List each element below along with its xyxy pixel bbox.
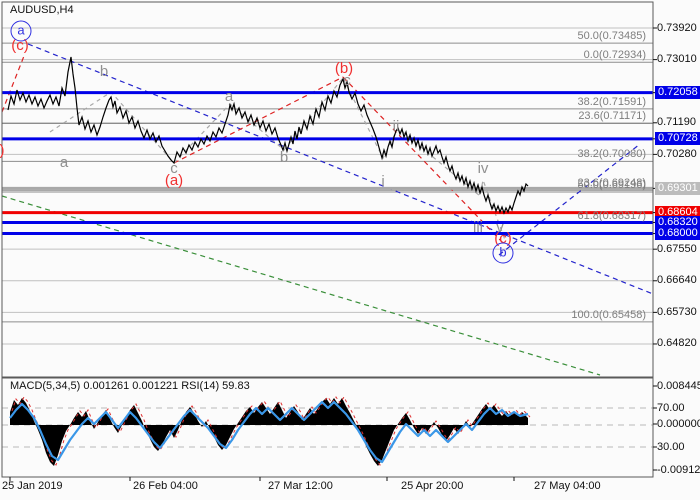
circled-wave-label: a xyxy=(10,20,32,42)
time-axis-label: 25 Jan 2019 xyxy=(2,480,63,492)
time-axis-label: 27 Mar 12:00 xyxy=(268,480,333,492)
trendline xyxy=(173,77,344,164)
price-axis-label: 0.70280 xyxy=(657,147,697,160)
trendline xyxy=(1,55,25,113)
price-axis-label: 0.66640 xyxy=(657,274,697,287)
fib-level-label: 100.0(0.65458) xyxy=(571,308,646,321)
fib-level-label: 50.0(0.69196) xyxy=(577,179,647,192)
wave-label: b xyxy=(279,149,289,166)
fib-level-label: 38.2(0.70080) xyxy=(577,148,647,161)
wave-label: ii xyxy=(392,118,400,135)
price-axis-label: 0.65730 xyxy=(657,305,697,318)
fib-level-label: 50.0(0.73485) xyxy=(577,30,647,43)
price-axis-label: 0.71190 xyxy=(657,116,696,129)
wave-label: c xyxy=(170,160,178,177)
trendline xyxy=(342,77,506,241)
macd-indicator-header: MACD(5,34,5) 0.001261 0.001221 RSI(14) 5… xyxy=(10,380,250,392)
price-line xyxy=(7,56,529,215)
fib-level-label: 23.6(0.71171) xyxy=(578,110,646,123)
trendline xyxy=(173,76,344,164)
time-axis-label: 25 Apr 20:00 xyxy=(401,480,464,492)
wave-label: iv xyxy=(477,160,489,177)
wave-label: (a) xyxy=(164,172,184,189)
price-axis-label: 0.73920 xyxy=(657,21,697,34)
trendline xyxy=(27,43,654,295)
price-axis-label: 0.73010 xyxy=(657,53,697,66)
macd-axis-label: 30.00 xyxy=(657,440,685,453)
macd-axis-label: 70.00 xyxy=(657,401,685,414)
macd-axis-label: 0.008445 xyxy=(657,379,700,392)
time-axis-label: 27 May 04:00 xyxy=(534,480,601,492)
price-axis-label: 0.69301 xyxy=(655,181,700,195)
price-axis-label: 0.70728 xyxy=(655,132,700,146)
price-axis-label: 0.68604 xyxy=(655,206,700,220)
price-axis-label: 0.68000 xyxy=(655,227,700,241)
wave-label: i xyxy=(381,173,385,190)
macd-pane xyxy=(2,378,653,477)
price-axis-label: 0.68320 xyxy=(655,215,700,229)
wave-label: ) xyxy=(0,142,5,159)
fib-level-label: 38.2(0.71591) xyxy=(577,95,647,108)
fib-level-label: 0.0(0.72934) xyxy=(583,49,646,62)
macd-pane-border xyxy=(1,377,654,478)
price-axis-label: 0.64820 xyxy=(657,337,697,350)
wave-label: (b) xyxy=(334,60,354,77)
macd-axis-label: 0.000000 xyxy=(657,417,700,430)
wave-label: c xyxy=(343,72,351,89)
trendline xyxy=(342,76,505,245)
time-axis-label: 26 Feb 04:00 xyxy=(133,480,198,492)
wave-label: (c) xyxy=(494,230,512,247)
wave-label: v xyxy=(496,219,504,236)
trendline xyxy=(498,143,641,256)
wave-label: iii xyxy=(473,219,483,236)
wave-label: a xyxy=(224,88,234,105)
wave-label: (c) xyxy=(11,37,29,54)
price-axis-label: 0.67550 xyxy=(657,242,697,255)
wave-label: a xyxy=(59,154,69,171)
symbol-timeframe-label: AUDUSD,H4 xyxy=(10,4,74,16)
rsi-line xyxy=(9,400,529,464)
circled-wave-label: b xyxy=(492,242,514,264)
macd-axis-label: -0.009129 xyxy=(657,463,700,476)
price-axis-label: 0.72058 xyxy=(655,86,700,100)
price-pane-border xyxy=(1,1,654,378)
fib-level-label: 23.6(0.69248) xyxy=(577,177,647,190)
fib-level-label: 61.8(0.68317) xyxy=(577,209,647,222)
wave-label: b xyxy=(99,63,109,80)
